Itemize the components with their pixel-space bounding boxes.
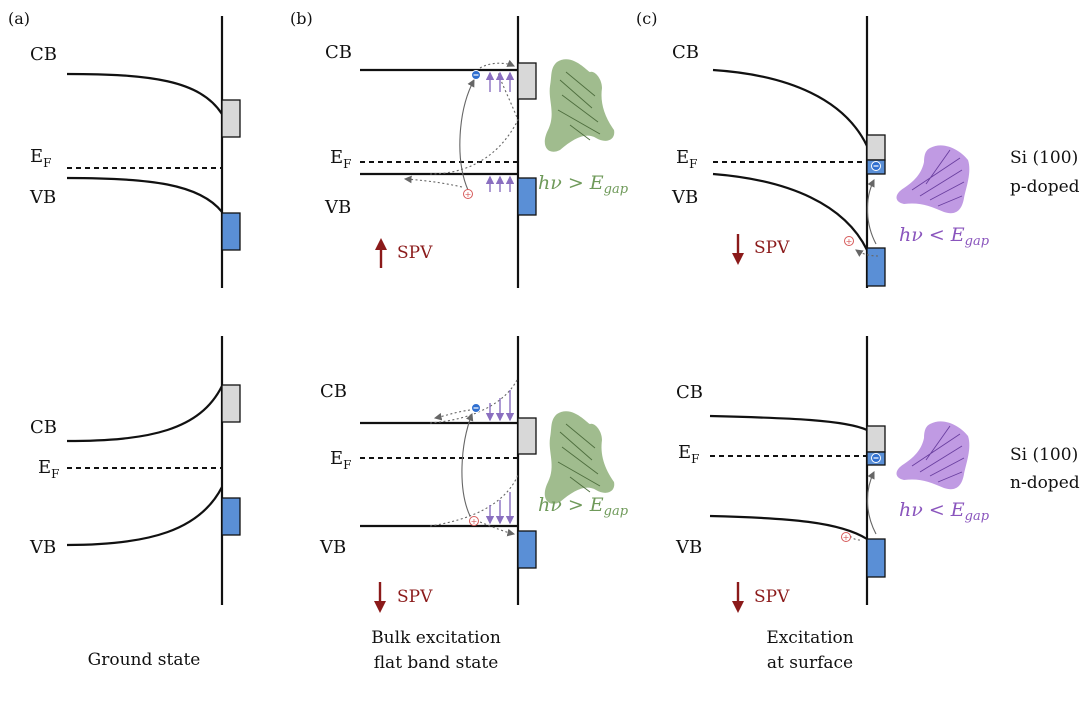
ef-label: EF (38, 457, 59, 481)
electron-icon (871, 453, 881, 463)
vb-curve (66, 486, 223, 547)
hole-icon (469, 516, 479, 527)
photon-purple-icon (896, 145, 970, 214)
cb-label: CB (676, 382, 703, 403)
vb-label: VB (324, 197, 351, 218)
excitation-arrow (459, 79, 475, 191)
photon-green-icon (544, 59, 615, 152)
photon-purple-icon (896, 421, 970, 490)
original-vb-bending (429, 474, 519, 527)
caption-c-line2: at surface (767, 653, 853, 673)
spv-down-arrow (374, 582, 386, 613)
ef-label: EF (678, 442, 699, 466)
electron-icon (471, 70, 481, 80)
photon-energy-label: hν < Egap (899, 499, 990, 524)
flatten-arrows (485, 71, 515, 192)
hole-icon (463, 189, 473, 200)
surface-state-filled (221, 497, 241, 536)
photon-energy-label: hν > Egap (538, 172, 629, 197)
hole-drift (849, 535, 861, 541)
excitation-arrow (866, 471, 877, 535)
surface-state-filled (517, 530, 537, 569)
spv-label: SPV (754, 238, 790, 258)
hole-drift (855, 249, 879, 257)
photon-green-icon (544, 411, 615, 504)
cb-curve (712, 68, 868, 147)
cb-curve (66, 72, 223, 115)
cb-curve (66, 385, 223, 443)
diagram-a-top: CB EF VB (29, 16, 241, 288)
photon-energy-label: hν < Egap (899, 224, 990, 249)
surface-state-empty (866, 425, 886, 453)
spv-down-arrow (732, 582, 744, 613)
surface-state-empty (221, 384, 241, 423)
panel-label-c: (c) (636, 9, 657, 28)
panel-label-a: (a) (8, 9, 30, 28)
vb-curve (709, 514, 868, 540)
spv-label: SPV (397, 587, 433, 607)
spv-label: SPV (754, 587, 790, 607)
surface-state-filled (866, 538, 886, 578)
surface-state-empty (866, 134, 886, 161)
vb-curve (66, 176, 223, 213)
surface-state-empty (517, 417, 537, 455)
ef-label: EF (676, 147, 697, 171)
surface-state-empty (221, 99, 241, 138)
caption-b-line1: Bulk excitation (371, 628, 501, 648)
caption-b-line2: flat band state (374, 653, 499, 673)
row-label-p-line1: Si (100) (1010, 148, 1078, 168)
diagram-b-bottom: CB EF VB hν > Egap SPV (319, 336, 629, 613)
cb-label: CB (320, 381, 347, 402)
vb-curve (712, 172, 868, 251)
hole-icon (841, 532, 851, 543)
panel-label-b: (b) (290, 9, 313, 28)
hole-icon (844, 236, 854, 247)
caption-a: Ground state (88, 650, 201, 670)
spv-label: SPV (397, 243, 433, 263)
diagram-c-top: CB EF VB hν < Egap SPV (671, 16, 990, 288)
electron-icon (871, 161, 881, 171)
spv-up-arrow (375, 238, 387, 268)
row-label-n-line2: n-doped (1010, 473, 1080, 493)
photon-energy-label: hν > Egap (538, 494, 629, 519)
cb-label: CB (325, 42, 352, 63)
diagram-b-top: CB EF VB hν > Egap SPV (324, 16, 629, 288)
cb-label: CB (672, 42, 699, 63)
vb-label: VB (29, 187, 56, 208)
vb-label: VB (29, 537, 56, 558)
vb-label: VB (319, 537, 346, 558)
spv-down-arrow (732, 234, 744, 265)
ef-label: EF (330, 147, 351, 171)
row-label-n-line1: Si (100) (1010, 445, 1078, 465)
caption-c-line1: Excitation (766, 628, 853, 648)
ef-label: EF (30, 146, 51, 170)
electron-drift (433, 409, 471, 421)
diagram-c-bottom: CB EF VB hν < Egap SPV (675, 336, 990, 613)
surface-state-filled (517, 177, 537, 216)
surface-state-empty (517, 62, 537, 100)
cb-curve (709, 414, 868, 432)
electron-drift (479, 59, 516, 69)
excitation-arrow (461, 412, 474, 517)
diagram-a-bottom: CB EF VB (29, 336, 241, 605)
vb-label: VB (675, 537, 702, 558)
electron-icon (471, 403, 481, 413)
hole-drift (479, 521, 516, 537)
flatten-arrows (485, 390, 515, 525)
cb-label: CB (30, 44, 57, 65)
ef-label: EF (330, 448, 351, 472)
row-label-p-line2: p-doped (1010, 177, 1080, 197)
hole-drift (403, 175, 463, 188)
original-band-bending (429, 71, 519, 175)
surface-state-filled (866, 247, 886, 287)
surface-state-filled (221, 212, 241, 251)
excitation-arrow (866, 179, 877, 245)
cb-label: CB (30, 417, 57, 438)
vb-label: VB (671, 187, 698, 208)
